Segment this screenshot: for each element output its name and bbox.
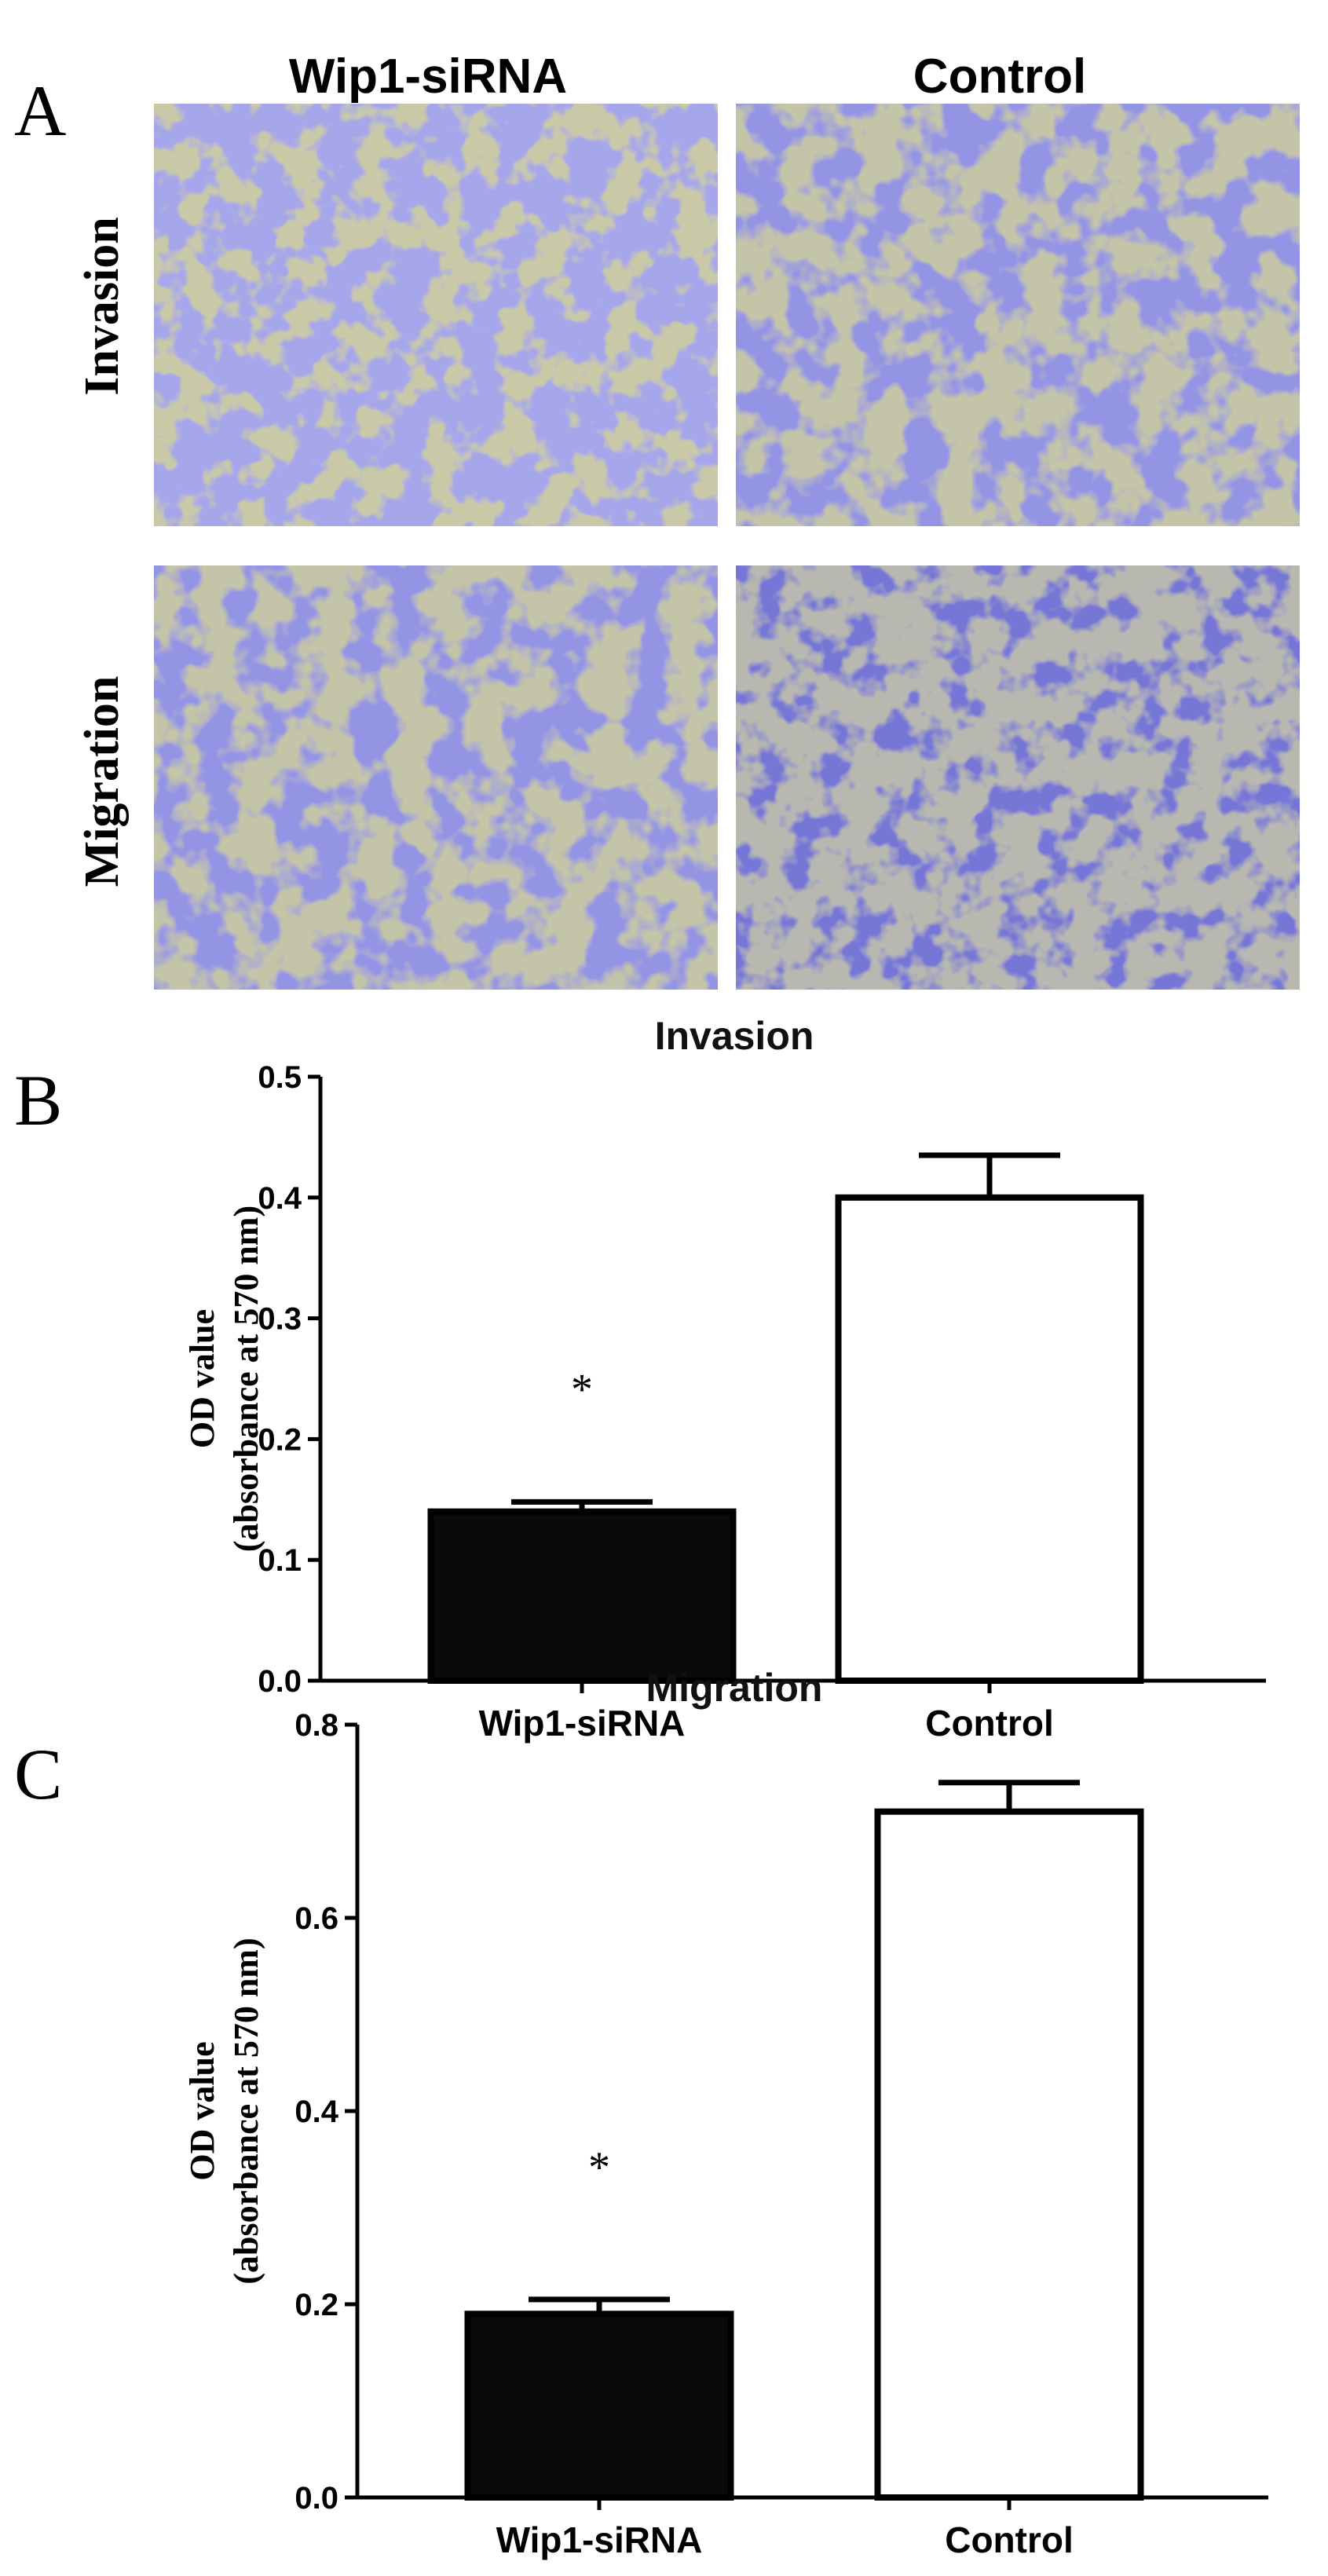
micrograph-invasion-control (736, 104, 1300, 526)
micrograph-invasion-wip1-sirna (154, 104, 718, 526)
column-title-wip1-sirna: Wip1-siRNA (289, 49, 567, 104)
micrograph-migration-wip1-sirna (154, 565, 718, 990)
x-tick-label: Control (945, 2519, 1074, 2560)
y-tick-label: 0.0 (258, 1664, 302, 1699)
y-tick-label: 0.8 (295, 1708, 338, 1743)
column-title-control: Control (913, 49, 1086, 104)
y-tick-label: 0.2 (295, 2288, 338, 2322)
x-tick-label: Wip1-siRNA (479, 1703, 686, 1744)
y-tick-label: 0.1 (258, 1543, 302, 1578)
bar-control (874, 1808, 1144, 2501)
row-label-invasion: Invasion (75, 217, 129, 395)
y-axis-label-line: (absorbance at 570 nm) (227, 1937, 265, 2284)
bar-wip1-sirna (427, 1508, 737, 1685)
x-tick-label: Wip1-siRNA (496, 2519, 703, 2560)
panel-label-b: B (14, 1060, 62, 1140)
bar-control (835, 1194, 1144, 1685)
y-axis-label-line: (absorbance at 570 nm) (227, 1206, 265, 1552)
bar-wip1-sirna (464, 2311, 734, 2501)
y-axis-label-line: OD value (183, 2041, 221, 2180)
significance-marker: * (571, 1365, 593, 1414)
significance-marker: * (588, 2143, 610, 2192)
y-tick-label: 0.5 (258, 1060, 302, 1095)
y-tick-label: 0.0 (295, 2481, 338, 2516)
y-axis-label: OD value (absorbance at 570 nm) (183, 1206, 265, 1552)
y-tick-label: 0.4 (258, 1181, 302, 1216)
y-axis-label: OD value (absorbance at 570 nm) (183, 1937, 265, 2284)
chart-title: Migration (646, 1666, 823, 1710)
y-tick-label: 0.2 (258, 1422, 302, 1457)
x-tick-label: Control (925, 1703, 1054, 1744)
micrograph-migration-control (736, 565, 1300, 990)
migration-bar-chart: Migration OD value (absorbance at 570 nm) 0… (183, 1666, 1268, 2560)
y-tick-label: 0.4 (295, 2095, 338, 2129)
y-tick-label: 0.3 (258, 1302, 302, 1337)
row-label-migration: Migration (75, 676, 129, 887)
panel-label-a: A (14, 71, 66, 151)
chart-title: Invasion (655, 1014, 814, 1058)
y-axis-label-line: OD value (183, 1309, 221, 1448)
y-tick-label: 0.6 (295, 1901, 338, 1936)
panel-label-c: C (14, 1734, 62, 1814)
